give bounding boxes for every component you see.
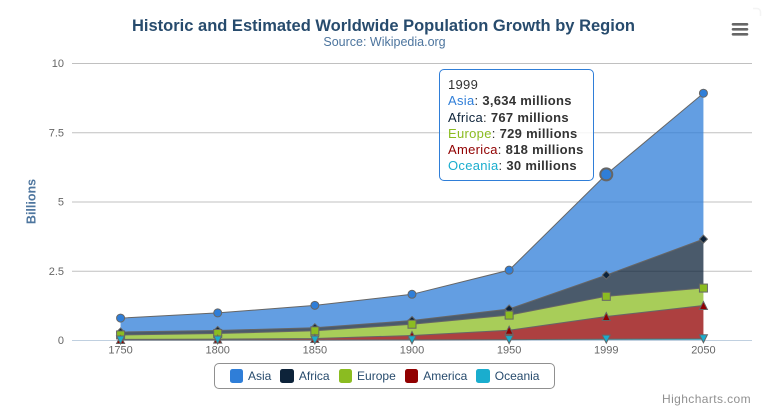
svg-text:Historic and Estimated Worldwi: Historic and Estimated Worldwide Populat… (132, 17, 635, 35)
svg-text:2.5: 2.5 (49, 266, 64, 278)
svg-text:1850: 1850 (303, 344, 327, 356)
svg-text:10: 10 (52, 58, 64, 70)
svg-text:Billions: Billions (25, 179, 39, 224)
svg-text:0: 0 (58, 335, 64, 347)
svg-text:Source: Wikipedia.org: Source: Wikipedia.org (323, 35, 445, 49)
svg-text:2050: 2050 (691, 344, 715, 356)
svg-text:Highcharts.com: Highcharts.com (662, 392, 751, 406)
svg-text:7.5: 7.5 (49, 127, 64, 139)
svg-text:1950: 1950 (497, 344, 521, 356)
svg-text:1800: 1800 (205, 344, 229, 356)
svg-text:5: 5 (58, 197, 64, 209)
svg-text:1900: 1900 (400, 344, 424, 356)
svg-text:1750: 1750 (108, 344, 132, 356)
svg-text:1999: 1999 (594, 344, 618, 356)
